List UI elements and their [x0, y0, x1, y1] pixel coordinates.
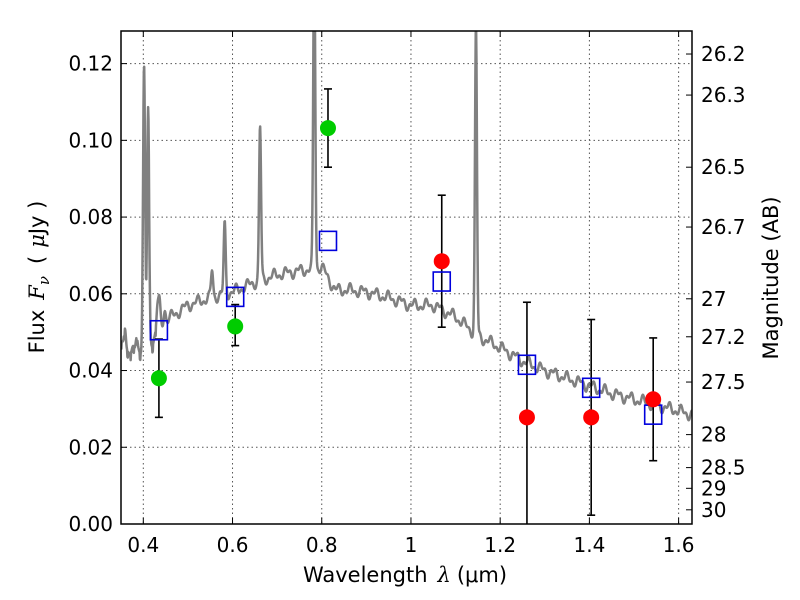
x-tick-label: 1.6: [663, 533, 695, 557]
green-data-point: [227, 318, 244, 335]
right-tick-label: 30: [701, 498, 726, 522]
x-tick-label: 1.2: [484, 533, 516, 557]
observed-photometry-markers: [150, 120, 662, 426]
right-tick-label: 27: [701, 287, 726, 311]
right-tick-label: 29: [701, 476, 726, 500]
right-tick-label: 28: [701, 423, 726, 447]
y-tick-label: 0.00: [68, 512, 113, 536]
y-tick-label: 0.12: [68, 52, 113, 76]
x-tick-label: 0.4: [127, 533, 159, 557]
right-axis-title: Magnitude (AB): [759, 196, 783, 359]
model-photometry-box: [432, 271, 452, 292]
plot-frame: [120, 30, 693, 525]
x-tick-label: 0.6: [217, 533, 249, 557]
green-data-point: [319, 120, 336, 137]
right-tick-label: 26.5: [701, 155, 746, 179]
y-axis-ticks: 0.00 0.02 0.04 0.06 0.08 0.10 0.12: [68, 52, 127, 536]
right-tick-label: 26.2: [701, 42, 746, 66]
y-tick-label: 0.02: [68, 435, 113, 459]
model-photometry-box: [149, 319, 169, 341]
model-photometry-box: [517, 354, 537, 376]
red-data-point: [518, 409, 535, 426]
x-tick-label: 0.8: [306, 533, 338, 557]
x-tick-label: 1.4: [573, 533, 605, 557]
y-tick-label: 0.10: [68, 128, 113, 152]
red-data-point: [583, 409, 600, 426]
y-axis-title: FluxFν(μJy ): [25, 201, 53, 354]
green-data-point: [150, 370, 167, 387]
red-data-point: [433, 253, 450, 270]
model-photometry-box: [318, 230, 338, 252]
y-tick-label: 0.08: [68, 205, 113, 229]
right-tick-label: 27.2: [701, 325, 746, 349]
x-axis-title: Wavelength λ (μm): [303, 563, 507, 587]
right-tick-label: 26.7: [701, 215, 746, 239]
red-data-point: [645, 391, 662, 408]
y-tick-label: 0.04: [68, 359, 113, 383]
x-axis-ticks: 0.4 0.6 0.8 1 1.2 1.4 1.6: [127, 31, 695, 557]
right-tick-label: 26.3: [701, 83, 746, 107]
x-tick-label: 1: [405, 533, 418, 557]
plot-area: [121, 31, 692, 524]
right-tick-label: 28.5: [701, 456, 746, 480]
model-photometry-box: [581, 377, 601, 399]
model-photometry-box: [225, 286, 245, 308]
right-tick-label: 27.5: [701, 370, 746, 394]
model-spectrum-line: [121, 31, 692, 422]
y-tick-label: 0.06: [68, 282, 113, 306]
